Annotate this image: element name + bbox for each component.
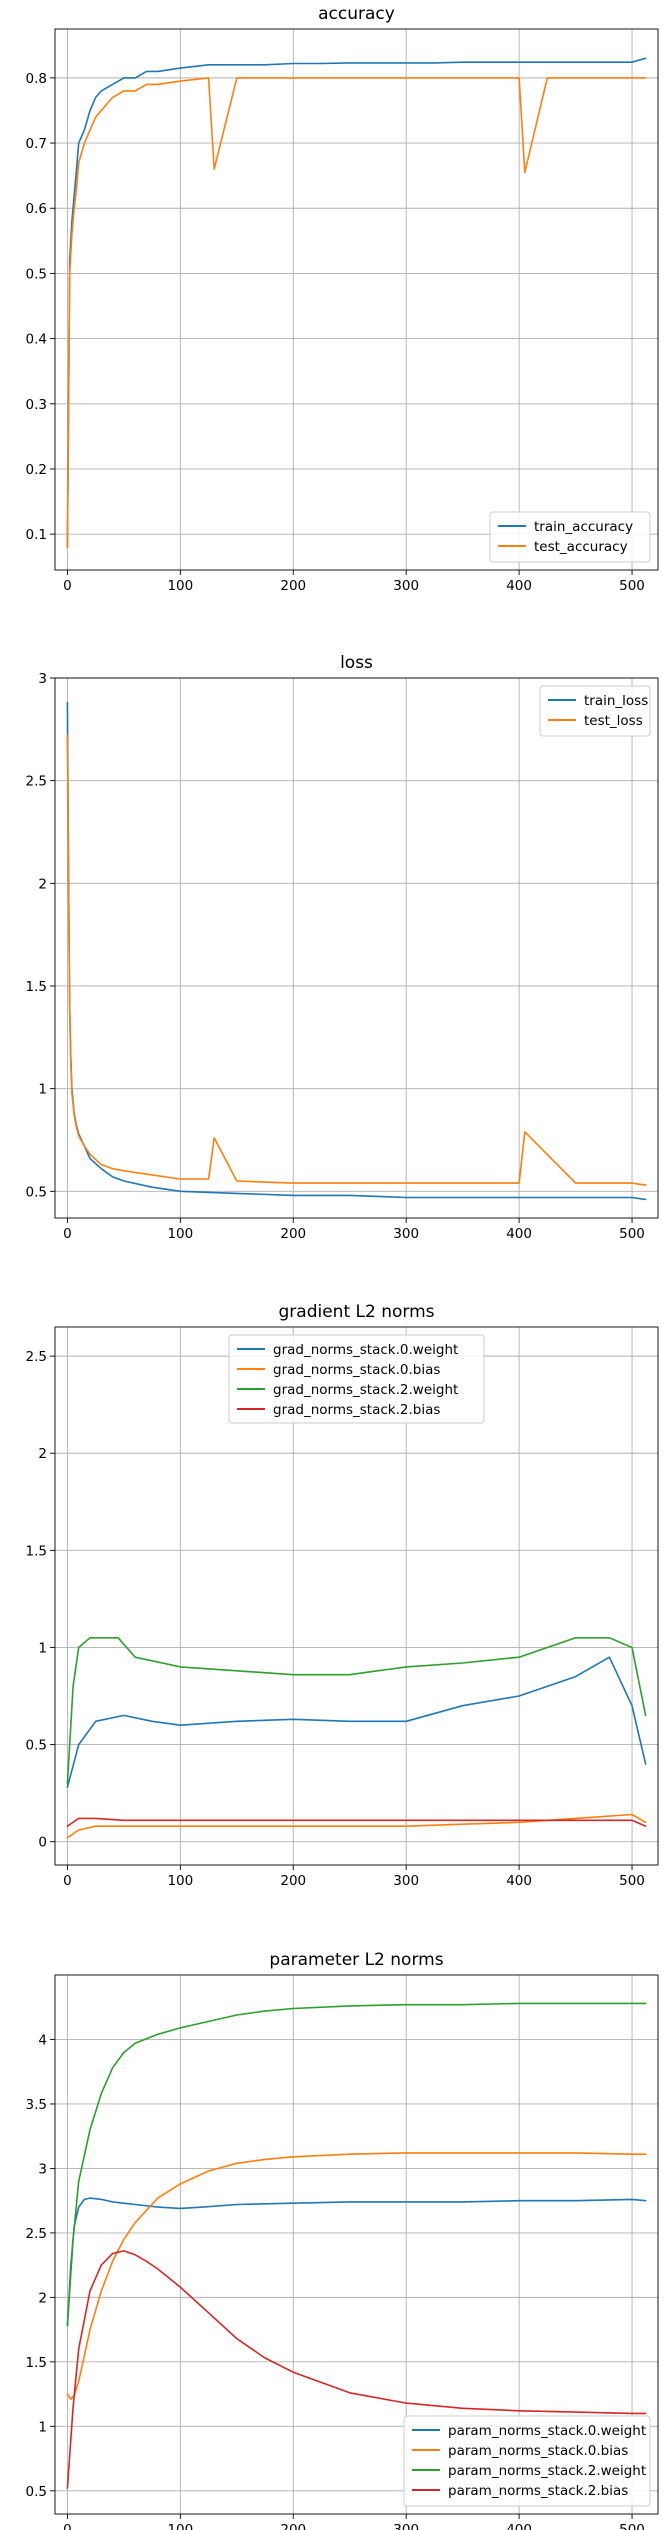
x-tick-label: 500	[619, 578, 645, 594]
chart-panel-4: 0 100 200 300 400 500 0.5 1 1.5 2 2.5 3 3.5 4 paramete…	[26, 1950, 659, 2530]
series-line-grad_norms_stack.2.bias	[66, 1817, 647, 1827]
y-tick-label: 0.5	[26, 1738, 47, 1754]
x-tick-label: 300	[393, 1226, 419, 1242]
series-line-test_accuracy	[66, 77, 647, 548]
y-tick-label: 0.3	[26, 397, 47, 413]
chart-title: accuracy	[318, 4, 395, 24]
x-tick-label: 0	[63, 578, 72, 594]
series-line-param_norms_stack.2.weight	[66, 2002, 647, 2327]
x-tick-label: 400	[506, 578, 532, 594]
legend-box	[403, 2415, 651, 2507]
plot-frame	[54, 677, 659, 1219]
x-tick-label: 200	[280, 2522, 306, 2530]
y-tick-label: 0.5	[26, 1184, 47, 1200]
y-tick-label: 0.5	[26, 266, 47, 282]
y-tick-label: 0.6	[26, 201, 47, 217]
y-tick-label: 1	[38, 2419, 47, 2435]
x-tick-label: 100	[167, 2522, 193, 2530]
series-line-param_norms_stack.0.weight	[66, 2197, 647, 2327]
series-line-grad_norms_stack.0.bias	[66, 1813, 647, 1839]
y-tick-label: 3	[38, 2161, 47, 2177]
legend-label: param_norms_stack.2.bias	[448, 2483, 628, 2499]
x-tick-label: 500	[619, 2522, 645, 2530]
legend-label: train_loss	[584, 693, 648, 709]
y-tick-label: 2.5	[26, 2226, 47, 2242]
x-tick-label: 100	[167, 1226, 193, 1242]
x-tick-label: 400	[506, 1873, 532, 1889]
x-tick-label: 100	[167, 578, 193, 594]
y-tick-label: 2.5	[26, 1349, 47, 1365]
legend-label: test_accuracy	[534, 539, 628, 555]
x-tick-label: 400	[506, 1226, 532, 1242]
legend-label: param_norms_stack.0.bias	[448, 2443, 628, 2459]
y-tick-label: 2.5	[26, 774, 47, 790]
x-tick-label: 200	[280, 578, 306, 594]
y-tick-label: 0	[38, 1835, 47, 1851]
y-tick-label: 1	[38, 1082, 47, 1098]
x-tick-label: 300	[393, 2522, 419, 2530]
x-tick-label: 200	[280, 1873, 306, 1889]
x-tick-label: 500	[619, 1226, 645, 1242]
x-tick-label: 0	[63, 2522, 72, 2530]
legend-label: grad_norms_stack.2.bias	[273, 1402, 440, 1418]
y-tick-label: 3	[38, 671, 47, 687]
chart-title: loss	[340, 653, 373, 673]
chart-panel-1: 0 100 200 300 400 500 0.1 0.2 0.3 0.4 0.5 0.6 0.7 0.8…	[26, 4, 659, 594]
y-tick-label: 0.4	[26, 332, 47, 348]
y-tick-label: 1.5	[26, 1543, 47, 1559]
y-tick-label: 2	[38, 2290, 47, 2306]
legend-label: grad_norms_stack.2.weight	[273, 1382, 458, 1398]
series-line-param_norms_stack.0.bias	[66, 2152, 647, 2400]
y-tick-label: 3.5	[26, 2097, 47, 2113]
plot-frame	[54, 1974, 659, 2515]
plot-frame	[54, 1326, 659, 1866]
series-line-grad_norms_stack.0.weight	[66, 1656, 647, 1789]
series-line-grad_norms_stack.2.weight	[66, 1637, 647, 1785]
x-tick-label: 300	[393, 578, 419, 594]
chart-panel-3: 0 100 200 300 400 500 0 0.5 1 1.5 2 2.5 gradient L2 …	[26, 1302, 659, 1889]
x-tick-label: 0	[63, 1226, 72, 1242]
series-line-param_norms_stack.2.bias	[66, 2250, 647, 2489]
legend-label: grad_norms_stack.0.weight	[273, 1342, 458, 1358]
legend: grad_norms_stack.0.weight grad_norms_stac…	[228, 1334, 485, 1424]
series-line-test_loss	[66, 734, 647, 1186]
legend-label: train_accuracy	[534, 519, 633, 535]
legend-label: param_norms_stack.0.weight	[448, 2423, 646, 2439]
y-tick-label: 0.5	[26, 2484, 47, 2500]
x-tick-label: 500	[619, 1873, 645, 1889]
chart-panel-2: 0 100 200 300 400 500 0.5 1 1.5 2 2.5 3 loss train_lo…	[26, 653, 659, 1242]
y-tick-label: 1.5	[26, 979, 47, 995]
legend-box	[539, 685, 651, 737]
legend: train_loss test_loss	[539, 685, 651, 737]
legend-box	[228, 1334, 485, 1424]
x-tick-label: 200	[280, 1226, 306, 1242]
chart-title: gradient L2 norms	[279, 1302, 435, 1322]
series-line-train_accuracy	[66, 57, 647, 548]
plot-frame	[54, 28, 659, 571]
y-tick-label: 1	[38, 1640, 47, 1656]
x-tick-label: 0	[63, 1873, 72, 1889]
y-tick-label: 0.8	[26, 71, 47, 87]
legend: train_accuracy test_accuracy	[489, 511, 651, 563]
x-tick-label: 400	[506, 2522, 532, 2530]
y-tick-label: 0.2	[26, 462, 47, 478]
legend-label: param_norms_stack.2.weight	[448, 2463, 646, 2479]
x-tick-label: 300	[393, 1873, 419, 1889]
y-tick-label: 1.5	[26, 2355, 47, 2371]
x-tick-label: 100	[167, 1873, 193, 1889]
series-line-train_loss	[66, 701, 647, 1201]
y-tick-label: 0.1	[26, 527, 47, 543]
legend-label: grad_norms_stack.0.bias	[273, 1362, 440, 1378]
chart-title: parameter L2 norms	[269, 1950, 443, 1970]
legend: param_norms_stack.0.weight param_norms_st…	[403, 2415, 651, 2507]
y-tick-label: 0.7	[26, 136, 47, 152]
y-tick-label: 2	[38, 876, 47, 892]
legend-label: test_loss	[584, 713, 643, 729]
legend-box	[489, 511, 651, 563]
y-tick-label: 2	[38, 1446, 47, 1462]
y-tick-label: 4	[38, 2032, 47, 2048]
